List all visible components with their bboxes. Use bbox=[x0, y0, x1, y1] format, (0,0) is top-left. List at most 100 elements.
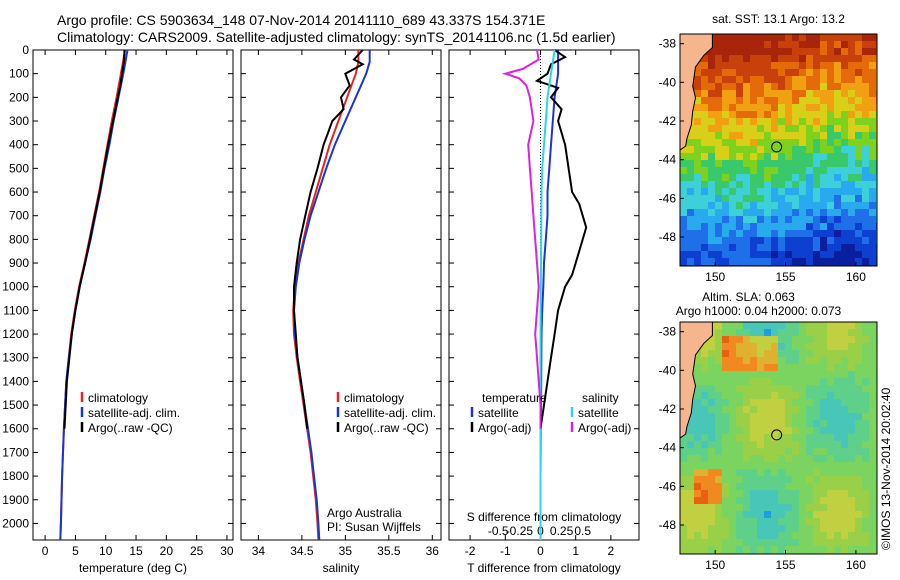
map-cell bbox=[701, 181, 709, 189]
map-cell bbox=[687, 546, 695, 554]
map-cell bbox=[701, 434, 709, 442]
map-cell bbox=[827, 111, 835, 119]
map-cell bbox=[799, 160, 807, 168]
map-cell bbox=[813, 55, 821, 63]
map-cell bbox=[799, 392, 807, 400]
map-cell bbox=[827, 90, 835, 98]
map-cell bbox=[834, 90, 842, 98]
map-cell bbox=[869, 76, 877, 84]
map-cell bbox=[715, 230, 723, 238]
map-cell bbox=[806, 357, 814, 365]
map-cell bbox=[743, 406, 751, 414]
map-cell bbox=[813, 97, 821, 105]
map-cell bbox=[834, 97, 842, 105]
map-cell bbox=[778, 195, 786, 203]
map-cell bbox=[729, 258, 737, 266]
y-tick-label: -42 bbox=[659, 402, 677, 416]
map-cell bbox=[855, 441, 863, 449]
map-cell bbox=[771, 462, 779, 470]
map-cell bbox=[813, 462, 821, 470]
map-cell bbox=[855, 167, 863, 175]
map-cell bbox=[799, 413, 807, 421]
map-cell bbox=[708, 195, 716, 203]
map-cell bbox=[701, 357, 709, 365]
series-line bbox=[293, 49, 365, 429]
map-cell bbox=[757, 41, 765, 49]
map-cell bbox=[764, 329, 772, 337]
map-cell bbox=[841, 153, 849, 161]
map-cell bbox=[694, 350, 702, 358]
map-cell bbox=[841, 420, 849, 428]
map-cell bbox=[729, 357, 737, 365]
map-cell bbox=[757, 111, 765, 119]
map-cell bbox=[736, 336, 744, 344]
map-cell bbox=[869, 462, 877, 470]
map-cell bbox=[757, 525, 765, 533]
map-cell bbox=[736, 209, 744, 217]
credit-argo-australia: Argo Australia bbox=[327, 506, 402, 520]
map-cell bbox=[834, 329, 842, 337]
map-cell bbox=[708, 497, 716, 505]
map-cell bbox=[729, 539, 737, 547]
y-tick-label: 300 bbox=[9, 114, 29, 128]
map-cell bbox=[694, 62, 702, 70]
map-cell bbox=[687, 258, 695, 266]
map-cell bbox=[743, 230, 751, 238]
map-cell bbox=[764, 441, 772, 449]
x-axis-label: T difference from climatology bbox=[467, 561, 621, 575]
map-cell bbox=[715, 202, 723, 210]
map-cell bbox=[701, 441, 709, 449]
map-cell bbox=[750, 48, 758, 56]
map-cell bbox=[862, 237, 870, 245]
map-cell bbox=[855, 385, 863, 393]
map-cell bbox=[687, 525, 695, 533]
map-cell bbox=[806, 132, 814, 140]
map-cell bbox=[701, 216, 709, 224]
map-cell bbox=[680, 525, 688, 533]
map-cell bbox=[799, 406, 807, 414]
map-cell bbox=[792, 55, 800, 63]
map-cell bbox=[799, 462, 807, 470]
map-cell bbox=[820, 230, 828, 238]
map-cell bbox=[799, 329, 807, 337]
map-cell bbox=[757, 490, 765, 498]
map-cell bbox=[834, 69, 842, 77]
map-cell bbox=[827, 462, 835, 470]
map-cell bbox=[764, 448, 772, 456]
map-cell bbox=[750, 139, 758, 147]
map-cell bbox=[708, 181, 716, 189]
map-cell bbox=[806, 41, 814, 49]
map-cell bbox=[820, 490, 828, 498]
map-cell bbox=[771, 525, 779, 533]
map-cell bbox=[869, 427, 877, 435]
map-cell bbox=[813, 455, 821, 463]
map-cell bbox=[827, 237, 835, 245]
map-cell bbox=[848, 413, 856, 421]
map-cell bbox=[806, 364, 814, 372]
map-cell bbox=[806, 237, 814, 245]
map-cell bbox=[736, 174, 744, 182]
map-cell bbox=[757, 167, 765, 175]
legend-label: satellite bbox=[478, 406, 519, 420]
map-cell bbox=[841, 111, 849, 119]
map-cell bbox=[855, 69, 863, 77]
map-cell bbox=[701, 76, 709, 84]
map-cell bbox=[743, 420, 751, 428]
map-cell bbox=[862, 413, 870, 421]
map-cell bbox=[750, 336, 758, 344]
map-cell bbox=[862, 483, 870, 491]
map-cell bbox=[750, 244, 758, 252]
map-cell bbox=[778, 188, 786, 196]
map-cell bbox=[750, 378, 758, 386]
x2-axis-label: S difference from climatology bbox=[467, 510, 622, 524]
map-cell bbox=[778, 153, 786, 161]
map-cell bbox=[701, 350, 709, 358]
map-cell bbox=[841, 139, 849, 147]
map-cell bbox=[785, 48, 793, 56]
map-cell bbox=[841, 329, 849, 337]
map-cell bbox=[736, 62, 744, 70]
map-cell bbox=[834, 202, 842, 210]
map-cell bbox=[813, 83, 821, 91]
map-cell bbox=[778, 476, 786, 484]
map-cell bbox=[785, 153, 793, 161]
